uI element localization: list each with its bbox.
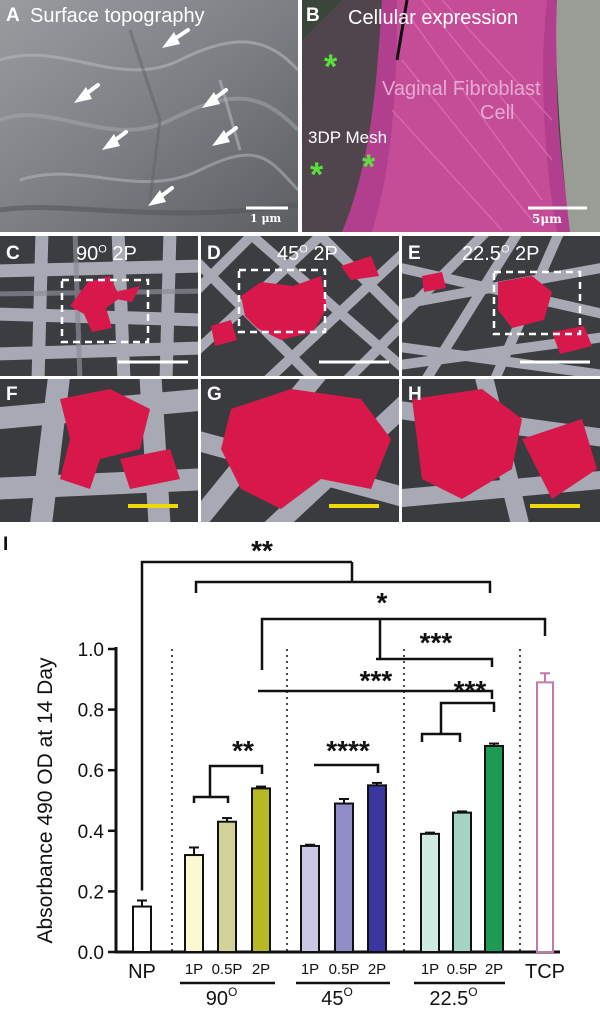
y-tick-label: 0.0 xyxy=(78,943,104,964)
panel-label: I xyxy=(3,534,8,555)
significance-bracket xyxy=(314,763,380,773)
bar-label: 0.5P xyxy=(212,961,243,978)
bar xyxy=(367,784,387,953)
significance-bracket xyxy=(258,689,494,699)
fiber-image-h xyxy=(402,379,600,522)
asterisk-marker-icon: * xyxy=(310,156,324,194)
bar-label: 2P xyxy=(485,961,503,978)
arrow-head-icon xyxy=(212,130,230,146)
panel-label: A xyxy=(6,5,20,26)
bar-label: TCP xyxy=(525,961,565,983)
panel-title: 22.5O 2P xyxy=(462,243,540,265)
y-tick-label: 0.2 xyxy=(78,882,104,903)
bar-label: 1P xyxy=(421,961,439,978)
significance-bracket xyxy=(208,764,264,797)
mesh-label: 3DP Mesh xyxy=(308,128,388,147)
panel-title: 45O 2P xyxy=(277,243,338,265)
bar-label: 2P xyxy=(252,961,270,978)
asterisk-marker-icon: * xyxy=(362,148,376,186)
panel-g-zoom: G xyxy=(201,379,399,522)
panel-h-zoom: H xyxy=(402,379,600,522)
panel-b-cellular-expression: B Cellular expression Vaginal Fibroblast… xyxy=(302,0,600,232)
bar xyxy=(536,681,554,954)
fiber-image-e xyxy=(402,236,600,376)
panel-title: Cellular expression xyxy=(348,7,519,29)
arrow-head-icon xyxy=(202,92,220,108)
y-axis-label: Absorbance 490 OD at 14 Day xyxy=(34,657,57,944)
panel-label: F xyxy=(6,384,18,405)
fiber-image-c xyxy=(0,236,198,376)
panel-title: Surface topography xyxy=(30,5,205,27)
bar xyxy=(484,744,504,953)
significance-label: *** xyxy=(360,665,393,696)
panel-c-90-2p: C 90O 2P xyxy=(0,236,198,376)
significance-bracket xyxy=(376,657,494,667)
panel-d-45-2p: D 45O 2P xyxy=(201,236,399,376)
bar xyxy=(334,802,354,953)
bar xyxy=(132,905,152,953)
arrow-head-icon xyxy=(74,87,92,103)
y-tick-label: 0.4 xyxy=(78,822,105,843)
y-tick-label: 1.0 xyxy=(78,640,104,661)
significance-bracket xyxy=(420,732,462,742)
panel-e-22-5-2p: E 22.5O 2P xyxy=(402,236,600,376)
panel-i-bar-chart: I 0.0 0.2 0.4 0.6 0.8 1.0 Absorbance 490 OD at … xyxy=(3,534,565,1010)
bar xyxy=(217,820,237,953)
panel-label: H xyxy=(408,384,422,405)
zoom-box xyxy=(492,270,582,336)
panel-label: D xyxy=(207,243,221,264)
bar-label: 1P xyxy=(301,961,319,978)
arrow-markers xyxy=(74,28,288,210)
significance-label: **** xyxy=(326,735,370,766)
significance-bracket xyxy=(439,701,496,734)
panel-a-surface-topography: A Surface topography 1 μm xyxy=(0,0,298,232)
zoom-box xyxy=(237,268,327,334)
significance-label: * xyxy=(377,587,388,618)
significance-bracket xyxy=(140,560,352,891)
panel-f-zoom: F xyxy=(0,379,198,522)
sem-texture-b xyxy=(302,0,600,232)
bar-label: 0.5P xyxy=(329,961,360,978)
significance-label: *** xyxy=(420,627,453,658)
significance-bracket xyxy=(260,617,547,670)
significance-bracket xyxy=(194,580,492,593)
y-tick-label: 0.6 xyxy=(78,761,104,782)
panel-title: 90O 2P xyxy=(76,243,137,265)
zoom-box xyxy=(60,278,150,344)
cell-label-line1: Vaginal Fibroblast xyxy=(382,78,541,100)
bar-label: 0.5P xyxy=(447,961,478,978)
scale-bar-label: 5μm xyxy=(532,212,562,226)
bar-label: 2P xyxy=(368,961,386,978)
bar xyxy=(452,811,472,953)
arrow-head-icon xyxy=(162,32,180,48)
bar-label: 1P xyxy=(185,961,203,978)
fiber-image-g xyxy=(201,379,399,522)
asterisk-marker-icon: * xyxy=(324,48,338,86)
cell-label-line2: Cell xyxy=(480,102,515,124)
fiber-image-f xyxy=(0,379,198,522)
bar-label: NP xyxy=(128,961,156,983)
significance-label: ** xyxy=(232,735,254,766)
significance-label: ** xyxy=(251,535,273,566)
panel-label: C xyxy=(6,243,20,264)
panel-label: B xyxy=(306,5,320,26)
group-label: 45O xyxy=(321,985,353,1010)
bar xyxy=(300,844,320,954)
arrow-head-icon xyxy=(148,190,166,206)
panel-label: E xyxy=(408,243,421,264)
significance-bracket xyxy=(192,795,230,803)
bar xyxy=(251,787,271,953)
fiber-image-d xyxy=(201,236,399,376)
scale-bar-label: 1 μm xyxy=(250,212,282,225)
sem-texture-a xyxy=(0,0,298,232)
y-tick-label: 0.8 xyxy=(78,701,104,722)
bar xyxy=(184,854,204,954)
bar xyxy=(420,832,440,953)
group-label: 22.5O xyxy=(429,985,477,1010)
arrow-head-icon xyxy=(102,134,120,150)
group-label: 90O xyxy=(206,985,238,1010)
significance-label: *** xyxy=(454,675,487,706)
panel-label: G xyxy=(207,384,222,405)
